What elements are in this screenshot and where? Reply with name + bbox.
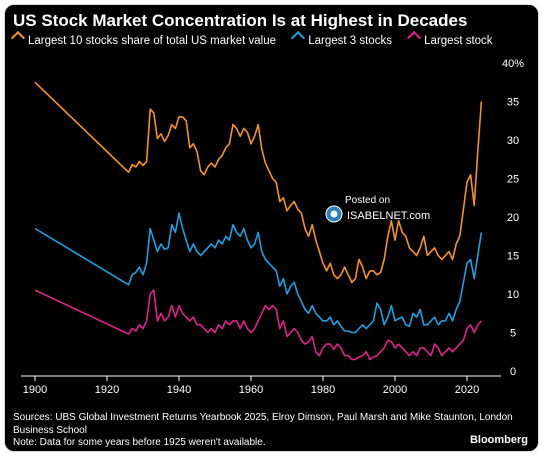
watermark: Posted on ISABELNET.com	[325, 195, 435, 235]
legend-label-top1: Largest stock	[424, 35, 493, 47]
x-tick-label: 1900	[23, 384, 47, 396]
series-line-2	[34, 289, 482, 361]
footer: Sources: UBS Global Investment Returns Y…	[13, 412, 528, 450]
chart-card: US Stock Market Concentration Is at High…	[4, 4, 539, 452]
isabelnet-logo-icon	[325, 205, 343, 223]
sources-text: Sources: UBS Global Investment Returns Y…	[13, 412, 513, 436]
watermark-site: ISABELNET.com	[347, 210, 431, 222]
legend-label-top3: Largest 3 stocks	[308, 35, 392, 47]
y-tick-label: 15	[507, 251, 519, 263]
series-line-1	[34, 212, 483, 334]
bloomberg-logo: Bloomberg	[469, 434, 528, 446]
chart-title: US Stock Market Concentration Is at High…	[13, 11, 468, 30]
watermark-posted: Posted on	[345, 195, 391, 206]
legend-item-top10: Largest 10 stocks share of total US mark…	[10, 30, 277, 47]
x-tick-label: 1980	[311, 384, 335, 396]
y-tick-label: 30	[507, 135, 519, 147]
x-axis: 1900 1920 1940 1960 1980 2000 2020	[21, 375, 501, 396]
x-tick-label: 2020	[455, 384, 479, 396]
y-tick-label: 40%	[502, 58, 524, 70]
y-tick-label: 35	[507, 97, 519, 109]
x-tick-label: 1960	[239, 384, 263, 396]
legend-item-top1: Largest stock	[407, 30, 493, 47]
legend-item-top3: Largest 3 stocks	[291, 30, 392, 47]
y-tick-label: 10	[507, 289, 519, 301]
legend: Largest 10 stocks share of total US mark…	[10, 30, 507, 47]
y-axis: 0 5 10 15 20 25 30 35 40%	[502, 58, 524, 378]
x-tick-label: 1940	[167, 384, 191, 396]
legend-label-top10: Largest 10 stocks share of total US mark…	[28, 35, 277, 47]
series-lines	[34, 81, 483, 361]
series-line-0	[34, 81, 483, 284]
y-tick-label: 25	[507, 174, 519, 186]
y-tick-label: 5	[510, 328, 516, 340]
x-tick-label: 2000	[383, 384, 407, 396]
line-chart: 0 5 10 15 20 25 30 35 40% 1900 1920 1940 1960 1980 20…	[21, 58, 524, 396]
y-tick-label: 20	[507, 212, 519, 224]
x-tick-label: 1920	[95, 384, 119, 396]
y-tick-label: 0	[510, 366, 516, 378]
note-text: Note: Data for some years before 1925 we…	[13, 437, 266, 448]
